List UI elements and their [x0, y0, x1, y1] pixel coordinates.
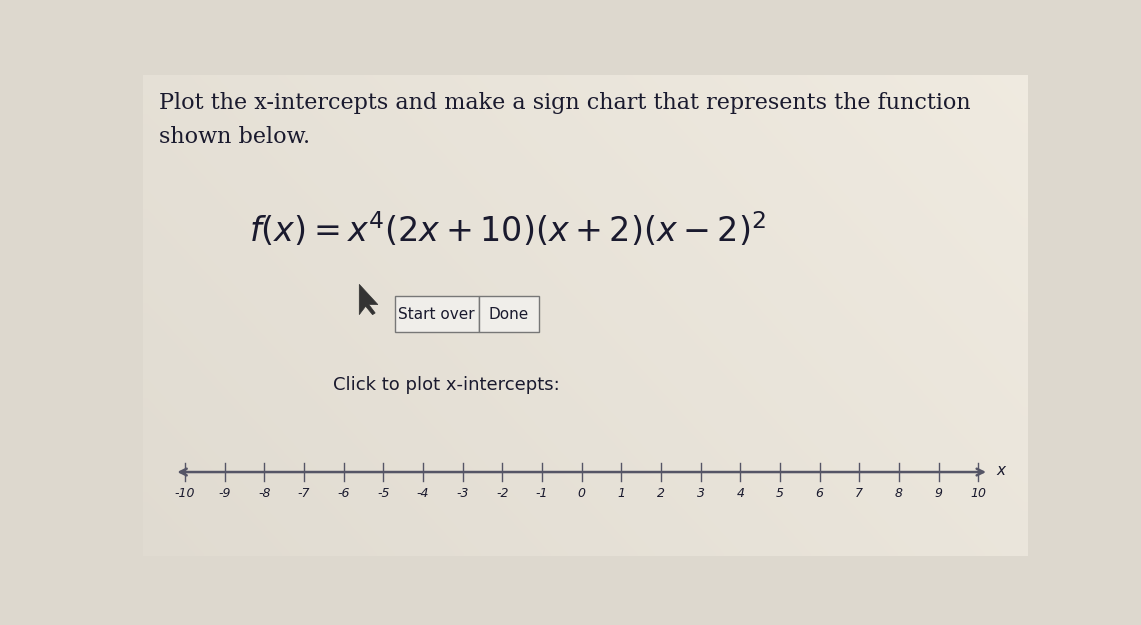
Text: -8: -8	[258, 488, 270, 501]
Text: Done: Done	[488, 307, 528, 322]
Text: 3: 3	[697, 488, 705, 501]
Text: -4: -4	[416, 488, 429, 501]
Text: 6: 6	[816, 488, 824, 501]
Text: -6: -6	[338, 488, 350, 501]
Text: 4: 4	[736, 488, 744, 501]
Text: Plot the x-intercepts and make a sign chart that represents the function: Plot the x-intercepts and make a sign ch…	[159, 92, 970, 114]
Text: -3: -3	[456, 488, 469, 501]
Text: -2: -2	[496, 488, 509, 501]
Text: 7: 7	[856, 488, 864, 501]
Text: 1: 1	[617, 488, 625, 501]
Polygon shape	[359, 284, 378, 314]
Text: x: x	[996, 463, 1005, 478]
Text: -5: -5	[378, 488, 389, 501]
Text: Click to plot x-intercepts:: Click to plot x-intercepts:	[333, 376, 559, 394]
Text: -10: -10	[175, 488, 195, 501]
Bar	[395, 296, 479, 333]
Text: 2: 2	[657, 488, 665, 501]
Text: -9: -9	[218, 488, 230, 501]
Text: Start over: Start over	[398, 307, 475, 322]
Bar	[479, 296, 539, 333]
Text: 5: 5	[776, 488, 784, 501]
Text: 8: 8	[895, 488, 903, 501]
Text: -1: -1	[536, 488, 549, 501]
Text: 10: 10	[970, 488, 986, 501]
Text: $f(x) = x^4(2x + 10)(x + 2)(x - 2)^2$: $f(x) = x^4(2x + 10)(x + 2)(x - 2)^2$	[249, 210, 766, 249]
Text: 0: 0	[577, 488, 585, 501]
Text: shown below.: shown below.	[159, 126, 309, 148]
Text: 9: 9	[934, 488, 942, 501]
Text: -7: -7	[298, 488, 310, 501]
